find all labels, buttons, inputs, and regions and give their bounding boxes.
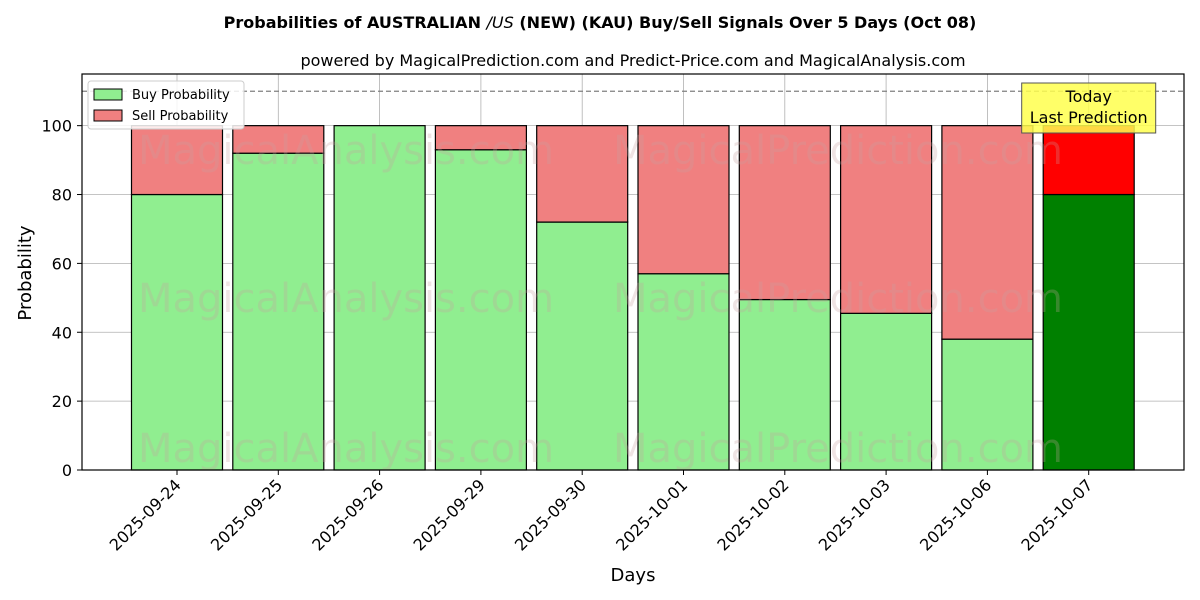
bar-buy-2025-10-03	[839, 312, 933, 471]
bar-sell-2025-09-30	[536, 125, 629, 223]
plot-frame	[81, 73, 1185, 471]
bar-sell-2025-10-07	[1042, 125, 1135, 196]
y-tick-label: 80	[52, 186, 72, 205]
y-axis-label: Probability	[15, 225, 36, 320]
today-annotation-box	[1021, 82, 1157, 134]
legend	[87, 80, 245, 130]
bar-sell-2025-10-06	[941, 125, 1034, 340]
bar-buy-2025-10-01	[637, 273, 730, 471]
legend-swatch	[93, 88, 123, 101]
chart-subtitle: powered by MagicalPrediction.com and Pre…	[300, 51, 965, 70]
bar-buy-2025-09-30	[536, 221, 629, 471]
today-annotation-text: Last Prediction	[1030, 108, 1148, 127]
watermark-text: MagicalPrediction.com	[613, 128, 1063, 174]
y-tick-label: 0	[62, 461, 72, 480]
bar-buy-2025-09-25	[232, 152, 325, 471]
bar-sell-2025-10-02	[738, 125, 831, 301]
watermark-text: MagicalAnalysis.com	[138, 128, 554, 174]
watermark-text: MagicalAnalysis.com	[138, 276, 554, 322]
bar-sell-2025-09-24	[130, 125, 224, 196]
today-annotation-text: Today	[1065, 87, 1112, 106]
y-tick-label: 20	[52, 392, 72, 411]
bar-sell-2025-09-29	[434, 125, 527, 151]
bar-sell-2025-09-25	[232, 125, 325, 154]
y-tick-label: 40	[52, 323, 72, 342]
watermark-text: MagicalPrediction.com	[613, 426, 1063, 472]
bar-buy-2025-10-07	[1042, 193, 1135, 471]
bar-sell-2025-10-03	[839, 125, 933, 314]
bar-buy-2025-09-26	[333, 125, 426, 471]
bar-buy-2025-10-02	[738, 298, 831, 471]
bar-buy-2025-10-06	[941, 338, 1034, 471]
legend-swatch	[93, 109, 123, 122]
chart-title: Probabilities of AUSTRALIAN /US (NEW) (K…	[224, 13, 977, 32]
watermark-text: MagicalPrediction.com	[613, 276, 1063, 322]
y-tick-label: 100	[41, 117, 72, 136]
legend-item-label: Sell Probability	[132, 109, 229, 124]
watermark-text: MagicalAnalysis.com	[138, 426, 554, 472]
x-axis-label: Days	[611, 565, 656, 586]
legend-item-label: Buy Probability	[132, 88, 230, 103]
y-tick-label: 60	[52, 254, 72, 273]
bar-sell-2025-10-01	[637, 125, 730, 275]
